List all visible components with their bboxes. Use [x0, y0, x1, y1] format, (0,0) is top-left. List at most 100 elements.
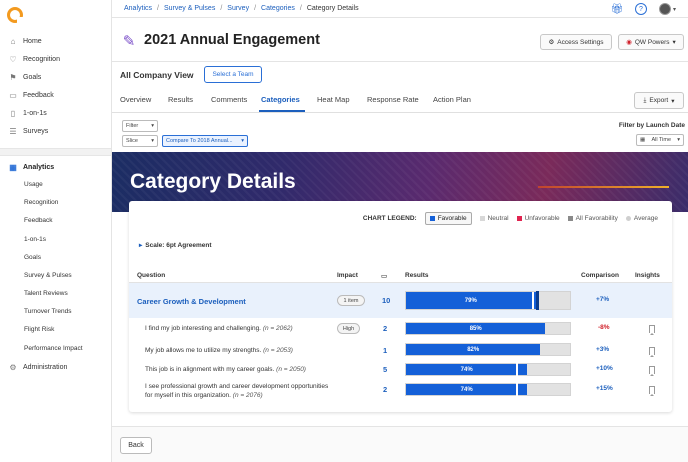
sidebar-item-home[interactable]: ⌂ Home — [0, 32, 111, 50]
average-marker — [516, 383, 518, 396]
legend-neutral[interactable]: Neutral — [479, 215, 509, 222]
impact-pill[interactable]: High — [337, 323, 360, 334]
sidebar-subitem-goals[interactable]: Goals — [24, 254, 41, 261]
header-impact: Impact — [337, 272, 358, 279]
breadcrumb-survey[interactable]: Survey — [227, 5, 250, 12]
goals-icon: ⚑ — [9, 72, 17, 82]
sidebar-subitem-feedback[interactable]: Feedback — [24, 217, 53, 224]
filter-select[interactable]: Filter ▾ — [122, 120, 158, 132]
swatch — [479, 216, 485, 221]
tab-overview[interactable]: Overview — [120, 95, 152, 104]
sidebar-subitem-performance-impact[interactable]: Performance Impact — [24, 345, 83, 352]
comment-count[interactable]: 10 — [382, 296, 391, 305]
logo-icon[interactable] — [7, 7, 23, 23]
active-tab-indicator — [259, 110, 305, 112]
breadcrumb: Analytics / Survey & Pulses / Survey / Cate… — [124, 5, 359, 12]
result-bar: 82% — [405, 343, 571, 356]
slice-select[interactable]: Slice ▾ — [122, 135, 158, 147]
legend-unfavorable[interactable]: Unfavorable — [516, 215, 560, 222]
access-settings-button[interactable]: ⚙ Access Settings — [540, 34, 612, 50]
result-bar: 74% — [405, 383, 571, 396]
select-team-button[interactable]: Select a Team — [204, 66, 262, 83]
divider — [129, 282, 672, 283]
sidebar-item-label: Feedback — [23, 91, 54, 99]
sidebar-item-analytics[interactable]: ▦ Analytics — [0, 158, 111, 176]
swatch — [516, 216, 522, 221]
legend-favorable[interactable]: Favorable — [424, 212, 472, 225]
gift-icon[interactable]: 🎁︎ — [610, 3, 624, 15]
breadcrumb-survey-pulses[interactable]: Survey & Pulses — [163, 5, 216, 12]
breadcrumb-categories[interactable]: Categories — [261, 5, 295, 12]
breadcrumb-analytics[interactable]: Analytics — [124, 5, 153, 12]
tab-response-rate[interactable]: Response Rate — [367, 95, 419, 104]
sidebar-item-administration[interactable]: ⚙ Administration — [0, 358, 111, 376]
comment-count[interactable]: 1 — [383, 346, 388, 355]
top-bar: Analytics / Survey & Pulses / Survey / Cate… — [112, 0, 688, 18]
sidebar-item-feedback[interactable]: ▭ Feedback — [0, 86, 111, 104]
sidebar-item-one-on-ones[interactable]: ▯ 1-on-1s — [0, 104, 111, 122]
sidebar-subitem-survey-pulses[interactable]: Survey & Pulses — [24, 272, 72, 279]
bookmark-icon[interactable] — [649, 386, 655, 396]
sidebar-item-recognition[interactable]: ♡ Recognition — [0, 50, 111, 68]
tab-categories[interactable]: Categories — [261, 95, 300, 104]
chevron-down-icon: ▾ — [241, 138, 244, 144]
sidebar-subitem-turnover-trends[interactable]: Turnover Trends — [24, 308, 72, 315]
result-bar: 79% — [405, 291, 571, 310]
swatch — [429, 216, 435, 221]
user-menu[interactable]: ▾ — [658, 3, 676, 15]
category-row[interactable]: Career Growth & Development 1 item 10 79… — [129, 283, 672, 318]
legend-label: CHART LEGEND: — [362, 215, 417, 222]
sidebar-item-surveys[interactable]: ☰ Surveys — [0, 122, 111, 140]
one-on-one-icon: ▯ — [10, 108, 16, 118]
average-marker — [516, 363, 518, 376]
sidebar-subitem-flight-risk[interactable]: Flight Risk — [24, 326, 55, 333]
time-select[interactable]: ▦ All Time ▾ — [636, 134, 684, 146]
all-favorability-marker — [536, 291, 539, 310]
category-card: CHART LEGEND: Favorable Neutral Unfavora… — [129, 201, 672, 412]
legend-average[interactable]: Average — [625, 215, 658, 222]
tab-bar: Overview Results Comments Categories Hea… — [112, 89, 688, 113]
sidebar-item-label: 1-on-1s — [23, 109, 47, 117]
chevron-down-icon: ▾ — [151, 138, 154, 144]
sidebar-item-goals[interactable]: ⚑ Goals — [0, 68, 111, 86]
bookmark-icon[interactable] — [649, 325, 655, 335]
bookmark-icon[interactable] — [649, 366, 655, 376]
gear-icon: ⚙ — [9, 362, 17, 372]
favorable-fill: 85% — [406, 323, 546, 334]
sidebar-subitem-usage[interactable]: Usage — [24, 181, 43, 188]
analytics-icon: ▦ — [9, 162, 17, 172]
feedback-icon: ▭ — [9, 90, 17, 100]
sidebar-item-label: Administration — [23, 363, 68, 371]
tab-heat-map[interactable]: Heat Map — [317, 95, 350, 104]
caret-right-icon: ▸ — [139, 242, 143, 249]
comment-count[interactable]: 2 — [383, 324, 388, 333]
scale-toggle[interactable]: ▸ Scale: 6pt Agreement — [139, 242, 212, 249]
sidebar-subitem-recognition[interactable]: Recognition — [24, 199, 59, 206]
export-button[interactable]: ⤓ Export ▾ — [634, 92, 684, 109]
breadcrumb-current: Category Details — [306, 5, 359, 12]
back-button[interactable]: Back — [120, 437, 152, 454]
help-icon[interactable]: ? — [634, 3, 647, 15]
comparison-value: -8% — [598, 324, 610, 331]
impact-pill[interactable]: 1 item — [337, 295, 365, 306]
chevron-down-icon: ▾ — [677, 137, 680, 143]
recognition-icon: ♡ — [9, 54, 17, 64]
qw-powers-button[interactable]: ◉ QW Powers ▾ — [618, 34, 684, 50]
sidebar-subitem-one-on-ones[interactable]: 1-on-1s — [24, 236, 47, 243]
comment-count[interactable]: 5 — [383, 365, 388, 374]
filter-bar: Filter ▾ Slice ▾ Compare To 2018 Annual...… — [112, 114, 688, 152]
sidebar-subitem-talent-reviews[interactable]: Talent Reviews — [24, 290, 68, 297]
tab-results[interactable]: Results — [168, 95, 194, 104]
tab-comments[interactable]: Comments — [211, 95, 248, 104]
tab-action-plan[interactable]: Action Plan — [433, 95, 471, 104]
comment-count[interactable]: 2 — [383, 385, 388, 394]
comparison-value: +10% — [596, 365, 613, 372]
compare-select[interactable]: Compare To 2018 Annual... ▾ — [162, 135, 248, 147]
header-comparison: Comparison — [581, 272, 619, 279]
question-text: I find my job interesting and challengin… — [145, 325, 293, 332]
view-label: All Company View — [120, 70, 194, 80]
category-name[interactable]: Career Growth & Development — [137, 297, 246, 306]
legend-all-favorability[interactable]: All Favorability — [567, 215, 618, 222]
bookmark-icon[interactable] — [649, 347, 655, 357]
